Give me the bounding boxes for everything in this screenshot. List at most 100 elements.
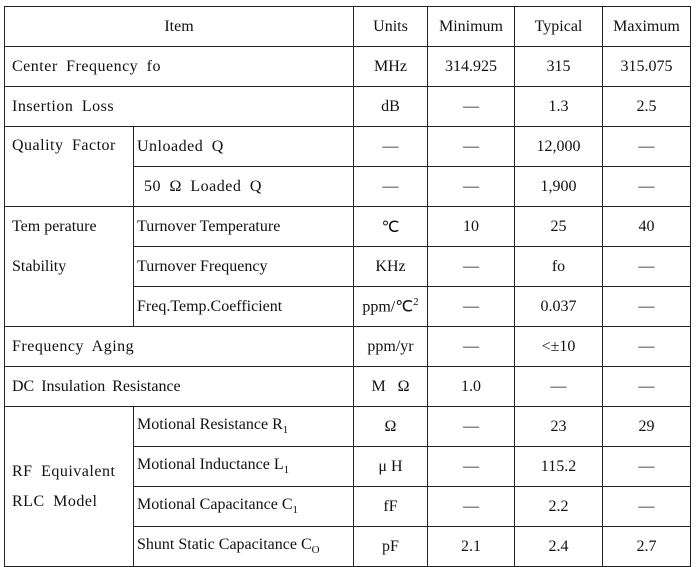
- typ-cell: 25: [514, 206, 603, 247]
- item-label: Turnover Frequency: [133, 246, 354, 287]
- units-cell: μ H: [353, 446, 428, 487]
- min-cell: 10: [427, 206, 515, 247]
- item-label: Motional Resistance R1: [133, 406, 354, 447]
- min-cell: —: [427, 286, 515, 327]
- group-label: RF Equivalent RLC Model: [4, 406, 134, 567]
- table-row: Quality Factor Unloaded Q — — 12,000 —: [4, 126, 691, 207]
- min-cell: 2.1: [427, 526, 515, 567]
- table-row: RF Equivalent RLC Model Motional Resista…: [4, 406, 691, 567]
- group-label-line: Tem perature: [12, 218, 97, 235]
- item-subscript: O: [311, 544, 320, 557]
- table-row: 50 Ω Loaded Q — — 1,900 —: [5, 166, 691, 207]
- max-cell: —: [602, 126, 691, 167]
- max-cell: —: [602, 486, 691, 527]
- item-label: Center Frequency fo: [4, 46, 354, 87]
- min-cell: —: [427, 246, 515, 287]
- header-maximum: Maximum: [602, 6, 691, 47]
- typ-cell: 1,900: [514, 166, 603, 207]
- max-cell: —: [602, 446, 691, 487]
- item-text: Motional Capacitance C: [137, 496, 293, 514]
- units-superscript: 2: [413, 296, 419, 309]
- specification-table: Item Units Minimum Typical Maximum Cente…: [4, 6, 691, 567]
- units-cell: —: [353, 126, 428, 167]
- item-label: Freq.Temp.Coefficient: [133, 286, 354, 327]
- header-units: Units: [353, 6, 428, 47]
- units-cell: dB: [353, 86, 428, 127]
- table-row: Shunt Static Capacitance CO pF 2.1 2.4 2…: [5, 526, 691, 567]
- max-cell: 2.7: [602, 526, 691, 567]
- item-text: Motional Inductance L: [137, 456, 284, 474]
- header-typical: Typical: [514, 6, 603, 47]
- group-label: Tem perature Stability: [4, 206, 134, 327]
- header-minimum: Minimum: [427, 6, 515, 47]
- max-cell: —: [602, 246, 691, 287]
- min-cell: —: [427, 406, 515, 447]
- max-cell: 40: [602, 206, 691, 247]
- max-cell: —: [602, 286, 691, 327]
- item-label: Frequency Aging: [4, 326, 354, 367]
- min-cell: 1.0: [427, 366, 515, 407]
- table-row: Frequency Aging ppm/yr — <±10 —: [4, 326, 691, 367]
- table-row: Motional Capacitance C1 fF — 2.2 —: [5, 486, 691, 527]
- item-label: Shunt Static Capacitance CO: [133, 526, 354, 567]
- typ-cell: 2.2: [514, 486, 603, 527]
- typ-cell: <±10: [514, 326, 603, 367]
- item-subscript: 1: [292, 504, 299, 517]
- min-cell: —: [427, 166, 515, 207]
- typ-cell: 0.037: [514, 286, 603, 327]
- min-cell: —: [427, 326, 515, 367]
- item-text: Motional Resistance R: [137, 416, 283, 434]
- item-text: Shunt Static Capacitance C: [137, 536, 312, 554]
- table-row: DC Insulation Resistance M Ω 1.0 — —: [4, 366, 691, 407]
- item-subscript: 1: [282, 424, 289, 437]
- units-cell: ppm/yr: [353, 326, 428, 367]
- units-cell: ppm/℃2: [353, 286, 428, 327]
- item-label: 50 Ω Loaded Q: [133, 166, 354, 207]
- header-row: Item Units Minimum Typical Maximum: [4, 6, 691, 47]
- table-row: Turnover Frequency KHz — fo —: [5, 246, 691, 287]
- max-cell: —: [602, 366, 691, 407]
- group-label: Quality Factor: [4, 126, 134, 207]
- typ-cell: 2.4: [514, 526, 603, 567]
- item-label: Unloaded Q: [133, 126, 354, 167]
- item-label: Insertion Loss: [4, 86, 354, 127]
- max-cell: 315.075: [602, 46, 691, 87]
- max-cell: —: [602, 326, 691, 367]
- typ-cell: 1.3: [514, 86, 603, 127]
- item-label: Motional Inductance L1: [133, 446, 354, 487]
- item-label: Motional Capacitance C1: [133, 486, 354, 527]
- units-cell: MHz: [353, 46, 428, 87]
- units-cell: pF: [353, 526, 428, 567]
- units-text: ppm/℃: [362, 298, 414, 316]
- max-cell: —: [602, 166, 691, 207]
- typ-cell: 12,000: [514, 126, 603, 167]
- min-cell: —: [427, 86, 515, 127]
- min-cell: 314.925: [427, 46, 515, 87]
- table-row: Center Frequency fo MHz 314.925 315 315.…: [4, 46, 691, 87]
- units-cell: ℃: [353, 206, 428, 247]
- table-row: Tem perature Stability Turnover Temperat…: [4, 206, 691, 327]
- units-cell: —: [353, 166, 428, 207]
- max-cell: 29: [602, 406, 691, 447]
- item-subscript: 1: [283, 464, 290, 477]
- header-item: Item: [4, 6, 354, 47]
- group-label-line: Stability: [12, 258, 67, 275]
- item-label: DC Insulation Resistance: [4, 366, 354, 407]
- min-cell: —: [427, 486, 515, 527]
- table-row: Freq.Temp.Coefficient ppm/℃2 — 0.037 —: [5, 286, 691, 327]
- typ-cell: 315: [514, 46, 603, 87]
- typ-cell: 115.2: [514, 446, 603, 487]
- max-cell: 2.5: [602, 86, 691, 127]
- group-label-line: RF Equivalent: [12, 462, 116, 480]
- min-cell: —: [427, 446, 515, 487]
- typ-cell: 23: [514, 406, 603, 447]
- min-cell: —: [427, 126, 515, 167]
- item-label: Turnover Temperature: [133, 206, 354, 247]
- units-cell: fF: [353, 486, 428, 527]
- typ-cell: —: [514, 366, 603, 407]
- units-cell: KHz: [353, 246, 428, 287]
- units-cell: Ω: [353, 406, 428, 447]
- typ-cell: fo: [514, 246, 603, 287]
- units-cell: M Ω: [353, 366, 428, 407]
- table-row: Motional Inductance L1 μ H — 115.2 —: [5, 446, 691, 487]
